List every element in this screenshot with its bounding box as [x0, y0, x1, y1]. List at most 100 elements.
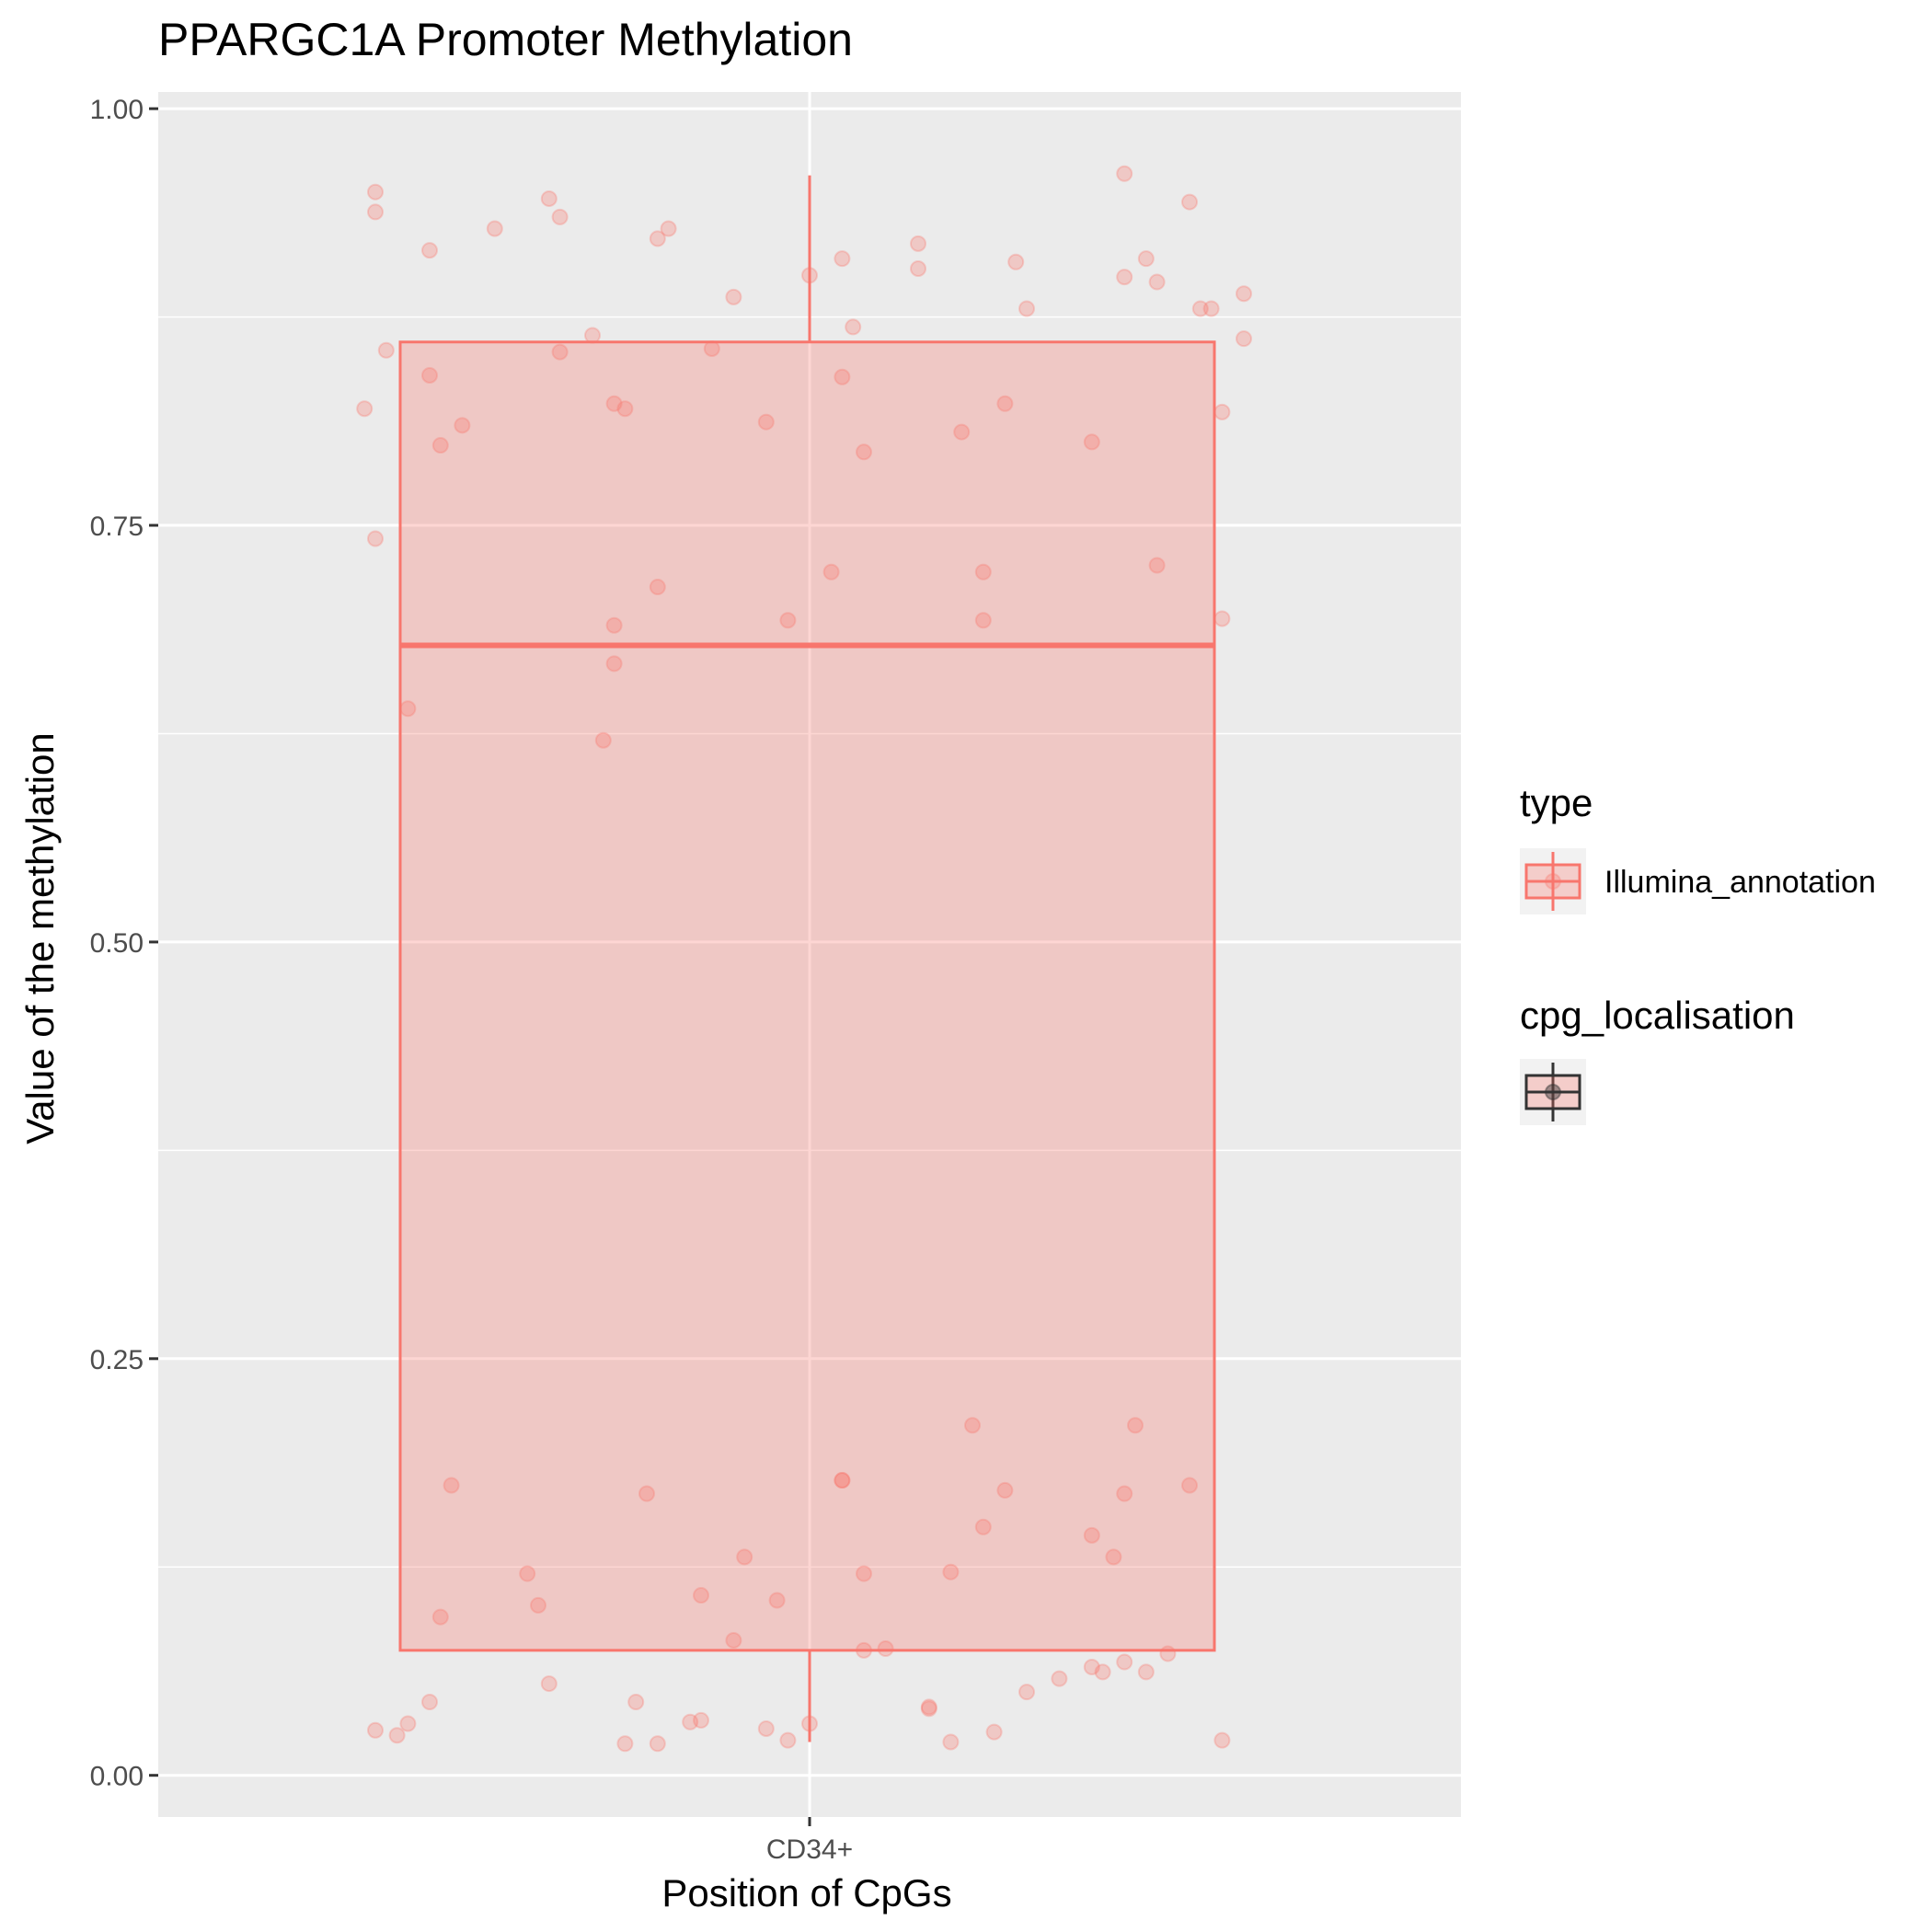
data-point: [551, 208, 569, 225]
data-point: [1051, 1670, 1068, 1687]
data-point: [1159, 1645, 1177, 1662]
data-point: [605, 655, 623, 673]
data-point: [996, 1481, 1014, 1499]
data-point: [856, 1565, 872, 1582]
data-point: [431, 437, 449, 454]
data-point: [377, 341, 395, 359]
data-point: [1116, 1485, 1133, 1502]
data-point: [974, 1518, 992, 1535]
data-point: [834, 1472, 851, 1489]
data-point: [693, 1711, 709, 1729]
data-point: [1083, 1526, 1100, 1544]
x-axis-title: Position of CpGs: [661, 1871, 951, 1915]
boxplot-layer: [398, 175, 1216, 1742]
data-point: [757, 413, 775, 431]
data-point: [877, 1640, 894, 1658]
y-tick-label: 1.00: [90, 95, 144, 125]
data-point: [856, 443, 872, 461]
data-point: [725, 1631, 742, 1649]
y-tick-label: 0.25: [90, 1345, 144, 1375]
data-point: [1105, 1548, 1122, 1566]
data-point: [856, 1641, 872, 1659]
data-point: [845, 318, 862, 336]
legend-title-type: type: [1520, 781, 1593, 824]
y-axis: 0.00 0.25 0.50 0.75 1.00: [90, 95, 158, 1792]
data-point: [942, 1563, 960, 1581]
data-point: [540, 190, 558, 207]
chart-title: PPARGC1A Promoter Methylation: [158, 14, 853, 65]
data-point: [920, 1700, 937, 1718]
data-point: [910, 260, 926, 278]
jitter-points-layer: [356, 165, 1252, 1753]
x-tick-label: CD34+: [766, 1834, 853, 1865]
data-point: [584, 327, 601, 344]
data-point: [367, 1721, 384, 1739]
legend-key-type: [1520, 848, 1586, 914]
data-point: [942, 1733, 960, 1751]
legend-label-illumina-annotation: Illumina_annotation: [1604, 865, 1876, 900]
data-point: [367, 203, 384, 221]
data-point: [1181, 1477, 1198, 1494]
data-point: [801, 267, 818, 284]
data-point: [985, 1723, 1003, 1741]
data-point: [594, 731, 612, 749]
data-point: [605, 395, 623, 412]
data-point: [1116, 269, 1133, 286]
data-point: [399, 1715, 417, 1732]
y-tick-label: 0.00: [90, 1762, 144, 1792]
major-grid-lines: [158, 92, 1461, 1817]
data-point: [649, 230, 666, 247]
data-point: [1202, 300, 1220, 317]
data-point: [638, 1485, 655, 1502]
data-point: [1191, 300, 1209, 317]
data-point: [519, 1565, 536, 1582]
data-point: [1083, 1658, 1100, 1675]
data-point: [660, 220, 677, 237]
data-point: [486, 220, 503, 237]
data-point: [910, 235, 926, 252]
data-point: [996, 395, 1014, 412]
data-point: [757, 1719, 775, 1737]
data-point: [974, 563, 992, 581]
data-point: [1116, 1653, 1133, 1671]
data-point: [834, 1472, 851, 1489]
legend-title-cpg-localisation: cpg_localisation: [1520, 994, 1795, 1037]
data-point: [693, 1587, 709, 1604]
data-point: [367, 183, 384, 201]
data-point: [1127, 1417, 1144, 1434]
data-point: [1116, 165, 1133, 182]
data-point: [1083, 433, 1100, 451]
data-point: [551, 343, 569, 361]
data-point: [616, 400, 634, 418]
data-point: [388, 1727, 406, 1744]
y-axis-title: Value of the methylation: [18, 732, 62, 1144]
data-point: [822, 563, 840, 581]
data-point: [703, 339, 720, 357]
data-point: [682, 1713, 699, 1731]
data-point: [1148, 557, 1166, 574]
data-point: [964, 1417, 981, 1434]
data-point: [649, 1735, 666, 1753]
data-point: [1181, 193, 1198, 211]
data-point: [779, 612, 797, 629]
data-point: [540, 1675, 558, 1693]
data-point: [801, 1715, 818, 1732]
data-point: [779, 1731, 797, 1749]
data-point: [834, 250, 851, 268]
data-point: [356, 400, 374, 418]
data-point: [367, 530, 384, 547]
y-tick-label: 0.50: [90, 928, 144, 959]
data-point: [974, 612, 992, 629]
data-point: [1148, 273, 1166, 291]
x-axis: CD34+: [766, 1817, 853, 1865]
data-point: [1213, 610, 1231, 627]
data-point: [1137, 1663, 1155, 1681]
data-point: [1236, 330, 1252, 348]
data-point: [1213, 1731, 1231, 1749]
data-point: [736, 1548, 753, 1566]
y-tick-label: 0.75: [90, 512, 144, 542]
data-point: [1018, 300, 1035, 317]
data-point: [431, 1608, 449, 1626]
data-point: [1018, 1684, 1035, 1701]
